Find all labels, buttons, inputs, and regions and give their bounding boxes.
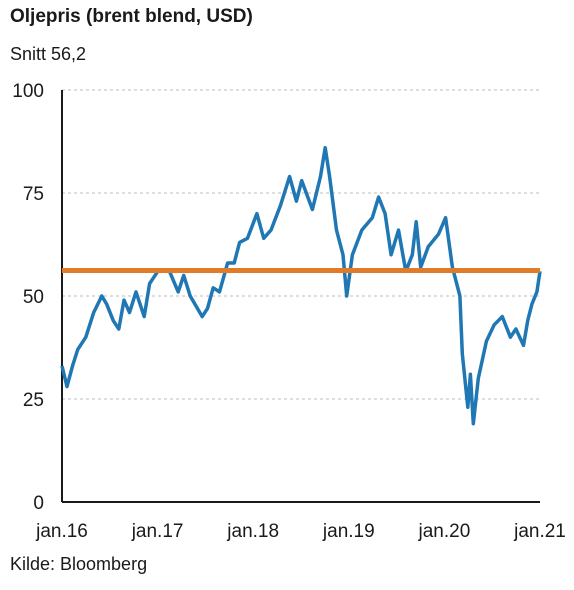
chart-title: Oljepris (brent blend, USD): [10, 6, 253, 27]
y-tick-label: 50: [23, 287, 44, 308]
y-tick-label: 100: [12, 81, 44, 102]
x-tick-label: jan.19: [322, 521, 375, 542]
source-note: Kilde: Bloomberg: [10, 554, 148, 574]
y-tick-label: 0: [33, 493, 44, 514]
y-tick-label: 75: [23, 184, 44, 205]
y-axis-ticks: 0 25 50 75 100: [12, 81, 44, 514]
gridlines: [62, 89, 540, 400]
x-tick-label: jan.20: [418, 521, 471, 542]
x-tick-label: jan.21: [513, 521, 566, 542]
x-tick-label: jan.18: [226, 521, 279, 542]
series-line-brent: [60, 145, 542, 426]
x-axis-ticks: jan.16 jan.17 jan.18 jan.19 jan.20 jan.21: [35, 521, 566, 542]
x-tick-label: jan.17: [131, 521, 184, 542]
y-tick-label: 25: [23, 390, 44, 411]
x-tick-label: jan.16: [35, 521, 88, 542]
chart-subtitle: Snitt 56,2: [10, 44, 87, 64]
